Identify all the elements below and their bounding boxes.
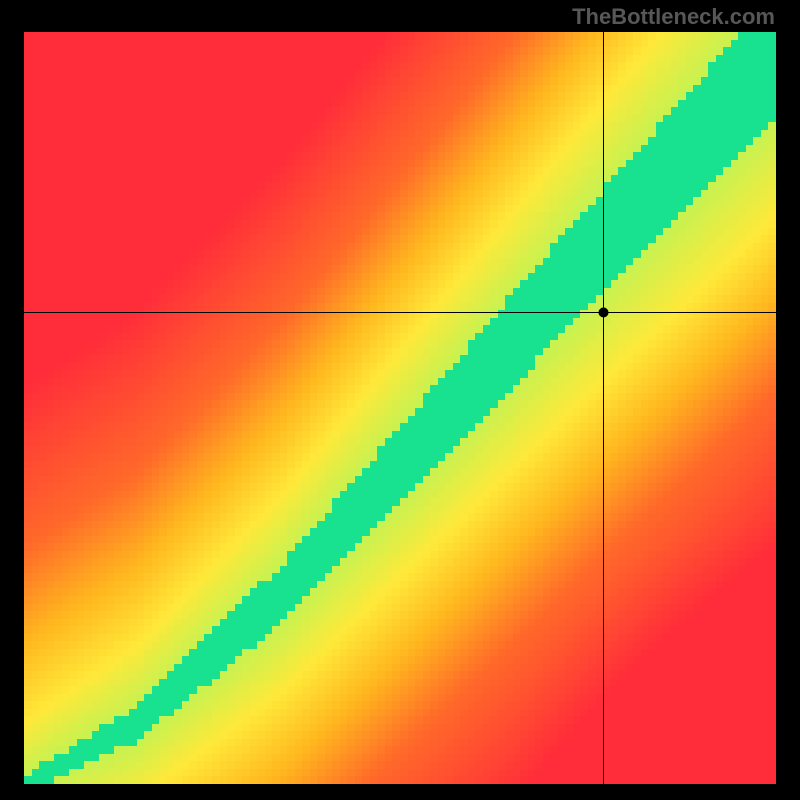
heatmap-canvas	[24, 32, 776, 784]
chart-container: TheBottleneck.com	[0, 0, 800, 800]
heatmap-plot	[24, 32, 776, 784]
watermark-text: TheBottleneck.com	[572, 4, 775, 30]
